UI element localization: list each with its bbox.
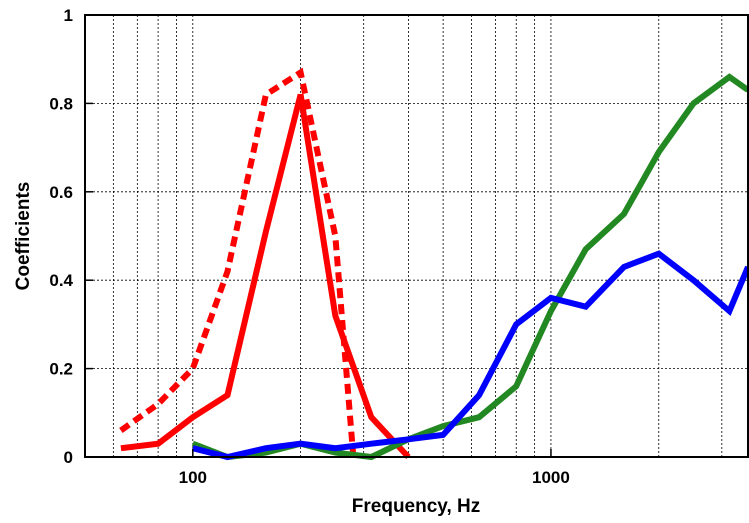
series-group — [119, 67, 749, 461]
series-line-3 — [191, 73, 749, 461]
y-tick-label: 0.6 — [49, 183, 73, 202]
series-line-4 — [192, 250, 749, 461]
y-tick-label: 1 — [64, 6, 73, 25]
y-tick-label: 0 — [64, 448, 73, 467]
series-line-1 — [119, 67, 356, 453]
x-tick-label: 100 — [179, 468, 207, 487]
series-line-2 — [120, 93, 411, 460]
tick-labels: 0 0.2 0.4 0.6 0.8 1 100 1000 — [49, 6, 569, 487]
x-axis-title: Frequency, Hz — [352, 496, 480, 517]
x-tick-label: 1000 — [532, 468, 570, 487]
plot-frame — [84, 14, 749, 458]
grid — [85, 15, 748, 457]
y-tick-label: 0.4 — [49, 271, 73, 290]
y-tick-label: 0.2 — [49, 360, 73, 379]
y-axis-title: Coefficients — [13, 182, 34, 291]
y-tick-label: 0.8 — [49, 94, 73, 113]
axis-ticks — [85, 14, 552, 458]
